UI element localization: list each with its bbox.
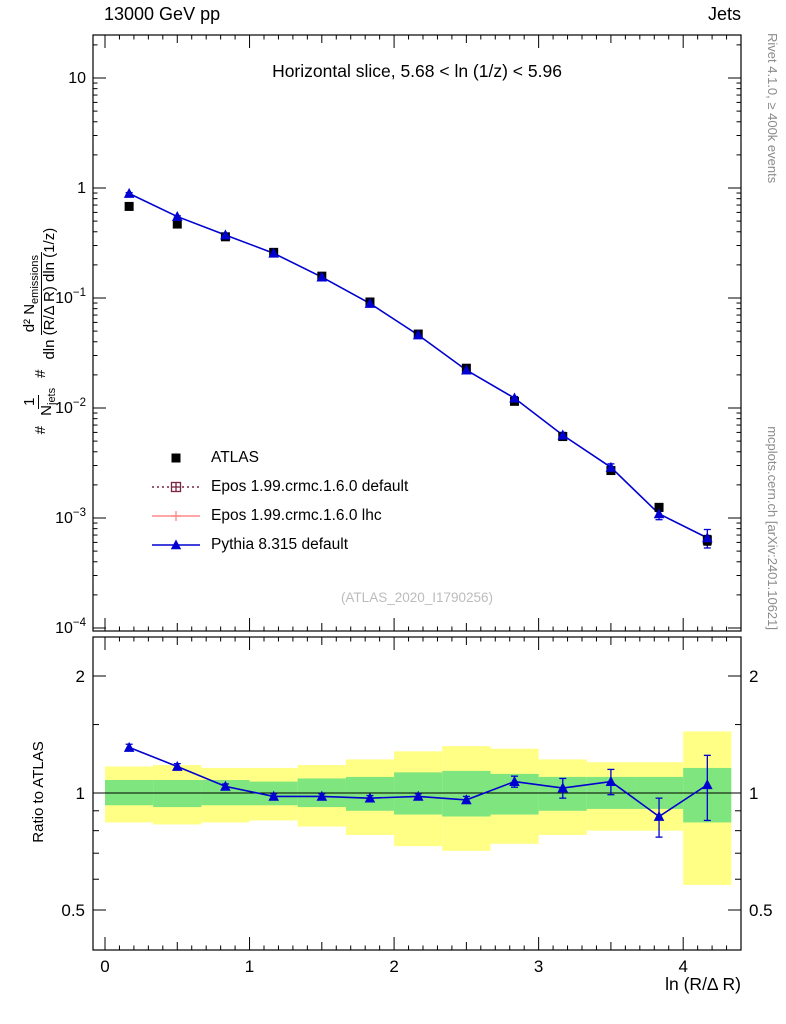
ratio-y-axis-label: Ratio to ATLAS: [30, 741, 47, 843]
legend-item: ATLAS: [150, 443, 408, 472]
one-over-njets-fraction: 1 Njets: [20, 387, 59, 416]
legend-item-label: Epos 1.99.crmc.1.6.0 default: [211, 477, 409, 495]
legend-item: Epos 1.99.crmc.1.6.0 lhc: [150, 501, 408, 530]
panel-title: Horizontal slice, 5.68 < ln (1/z) < 5.96: [272, 61, 562, 81]
legend-item-label: Pythia 8.315 default: [211, 535, 349, 553]
legend-marker-plus: [152, 510, 200, 521]
legend-marker-square-plus: [152, 481, 200, 492]
analysis-id-watermark: (ATLAS_2020_I1790256): [340, 590, 494, 605]
hash-symbol: #: [31, 369, 49, 378]
svg-text:3: 3: [534, 957, 543, 976]
svg-text:0: 0: [100, 957, 109, 976]
hash-symbol: #: [31, 425, 49, 435]
x-axis-label: ln (R/Δ R): [665, 974, 741, 994]
legend-item: Epos 1.99.crmc.1.6.0 default: [150, 472, 408, 501]
legend: ATLAS Epos 1.99.crmc.1.6.0 default Epos 1.…: [150, 443, 408, 559]
pythia-points-main: [123, 187, 713, 543]
svg-text:1: 1: [77, 180, 86, 197]
ratio-bands: [104, 731, 732, 885]
legend-item-label: ATLAS: [211, 448, 259, 466]
svg-text:4: 4: [678, 957, 687, 976]
svg-text:2: 2: [389, 957, 398, 976]
axis-ticks: [93, 35, 742, 950]
legend-marker-triangle-filled: [152, 539, 200, 549]
main-y-axis-label: # 1 Njets # d² Nemissions dln (R/Δ R) dl…: [14, 30, 66, 630]
svg-text:1: 1: [245, 957, 254, 976]
d2n-fraction: d² Nemissions dln (R/Δ R) dln (1/z): [20, 227, 58, 360]
analysis-group-title: Jets: [707, 4, 741, 24]
beam-energy-title: 13000 GeV pp: [104, 4, 221, 24]
svg-text:1: 1: [76, 784, 85, 803]
main-frame: [92, 34, 742, 632]
svg-text:0.5: 0.5: [61, 901, 85, 920]
legend-marker-square-filled: [171, 453, 181, 462]
svg-text:2: 2: [749, 667, 758, 686]
legend-item: Pythia 8.315 default: [150, 530, 408, 559]
svg-text:1: 1: [749, 784, 758, 803]
pythia-points-ratio: [123, 741, 713, 821]
mcplots-credit-note: mcplots.cern.ch [arXiv:2401.10621]: [765, 426, 780, 630]
svg-text:0.5: 0.5: [749, 901, 773, 920]
svg-text:2: 2: [76, 667, 85, 686]
svg-text:10: 10: [68, 70, 86, 87]
legend-item-label: Epos 1.99.crmc.1.6.0 lhc: [211, 506, 382, 524]
